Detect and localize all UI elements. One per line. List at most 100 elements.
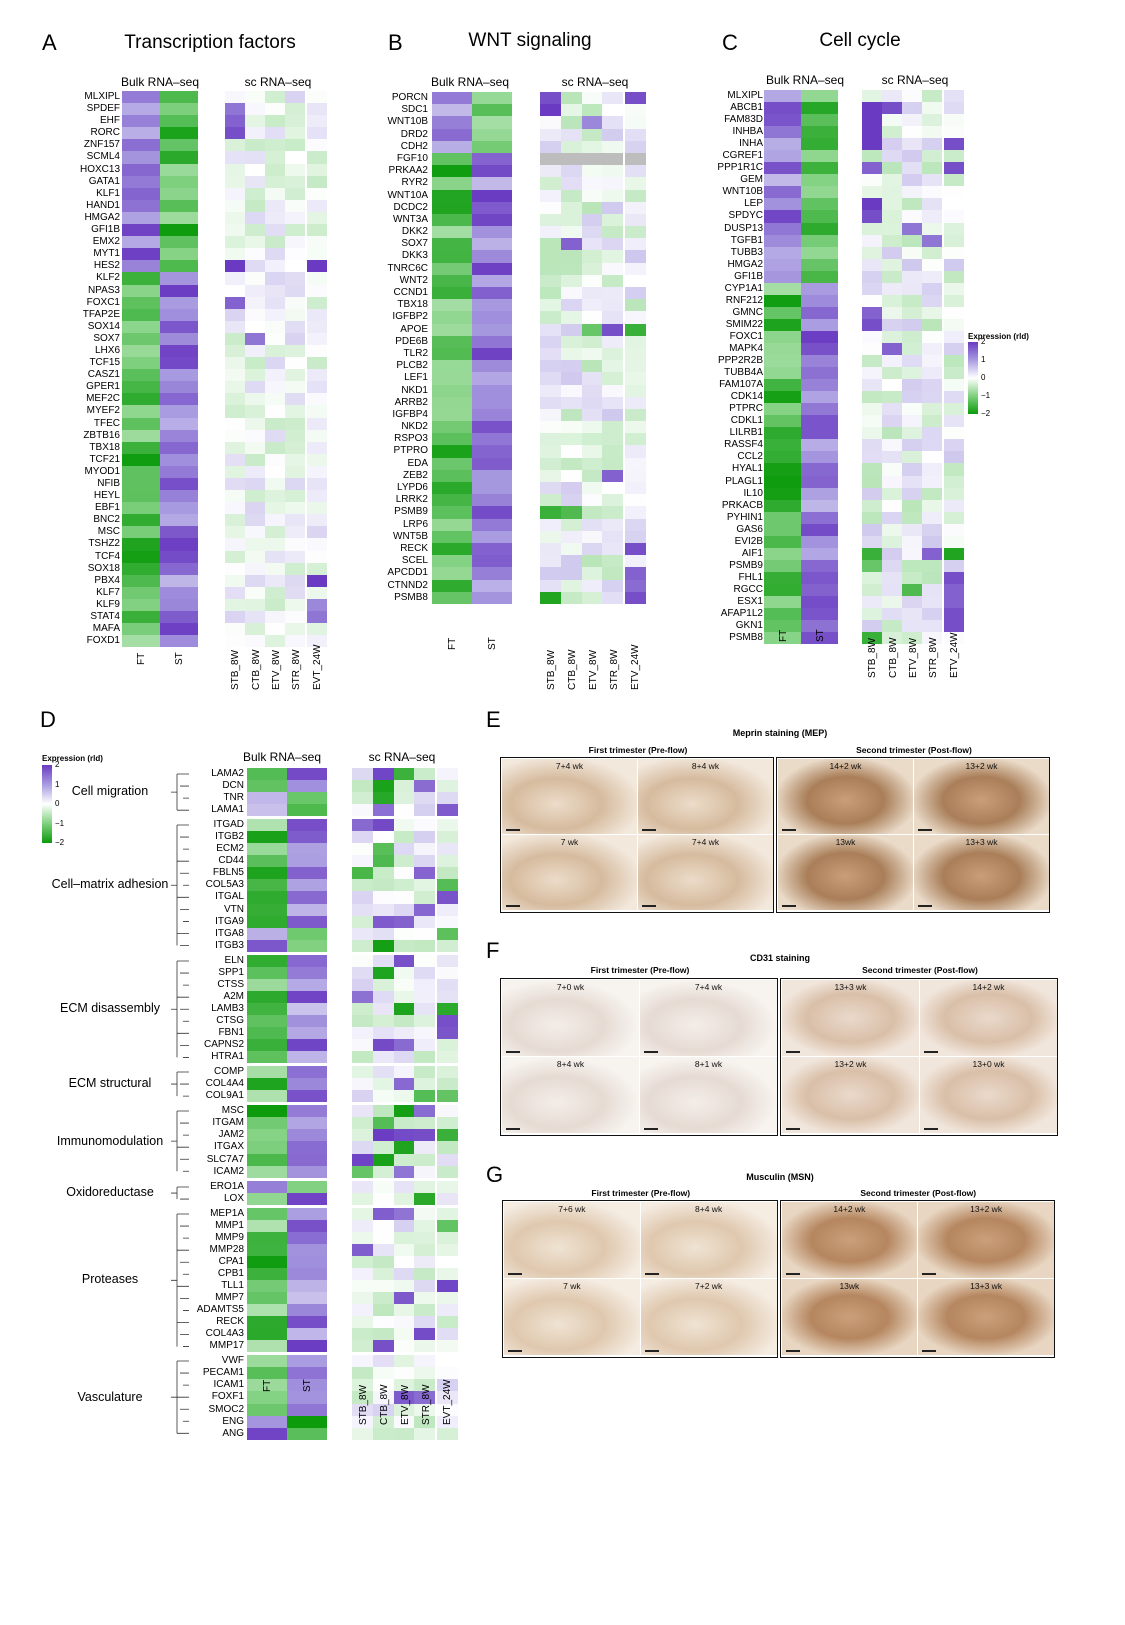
heatmap-row: [540, 347, 646, 361]
heatmap-cell: [882, 294, 902, 307]
heatmap-row: [862, 318, 964, 331]
heatmap-row: [352, 1180, 458, 1193]
heatmap-cell: [414, 939, 436, 952]
heatmap-cell: [560, 579, 582, 592]
heatmap-cell: [287, 1328, 327, 1341]
heatmap-cell: [922, 138, 942, 151]
heatmap-cell: [352, 1267, 373, 1281]
heatmap-cell: [305, 91, 327, 104]
gene-label: GKN1: [735, 620, 763, 632]
heatmap-cell: [801, 198, 838, 211]
heatmap-row: [247, 1207, 327, 1220]
micrograph-tile: 7+4 wk: [502, 759, 637, 834]
gene-label: GATA1: [88, 175, 120, 187]
heatmap-cell: [352, 1255, 373, 1268]
heatmap-row: [862, 511, 964, 524]
heatmap-cell: [540, 323, 561, 336]
heatmap-row: [764, 632, 838, 645]
heatmap-row: [764, 258, 838, 271]
heatmap-row: [540, 335, 646, 348]
heatmap-cell: [393, 1051, 415, 1064]
heatmap-row: [540, 116, 646, 129]
heatmap-cell: [435, 1304, 458, 1317]
heatmap-cell: [352, 1280, 373, 1293]
heatmap-row: [122, 236, 198, 249]
heatmap-cell: [435, 1355, 458, 1368]
heatmap-cell: [540, 116, 561, 129]
heatmap-row: [862, 222, 964, 235]
heatmap-cell: [882, 318, 902, 331]
gene-label: FOXC1: [86, 296, 120, 308]
heatmap-cell: [882, 246, 902, 259]
gene-label: TLL1: [221, 1280, 244, 1292]
gene-label: COMP: [214, 1066, 244, 1078]
heatmap-cell: [942, 523, 964, 536]
heatmap-cell: [265, 332, 285, 345]
heatmap-cell: [287, 1391, 327, 1404]
heatmap-cell: [352, 978, 373, 991]
heatmap-cell: [247, 1255, 287, 1268]
heatmap-cell: [122, 320, 160, 333]
heatmap-cell: [435, 1316, 458, 1329]
heatmap-row: [432, 591, 512, 604]
heatmap-cell: [922, 535, 942, 548]
heatmap-row: [862, 342, 964, 356]
heatmap-cell: [942, 463, 964, 476]
heatmap-cell: [287, 780, 327, 793]
heatmap-cell: [472, 457, 512, 470]
heatmap-cell: [122, 623, 160, 636]
sc-heatmap: [352, 819, 458, 952]
heatmap-cell: [922, 463, 942, 476]
heatmap-row: [122, 272, 198, 285]
heatmap-cell: [393, 1304, 415, 1317]
heatmap-row: [764, 330, 838, 343]
heatmap-row: [862, 258, 964, 271]
heatmap-cell: [245, 538, 265, 551]
heatmap-cell: [352, 954, 373, 967]
heatmap-cell: [414, 954, 436, 967]
heatmap-cell: [902, 162, 922, 175]
micrograph-tile: 13+3 wk: [918, 1279, 1054, 1355]
heatmap-row: [352, 1427, 458, 1440]
heatmap-cell: [435, 978, 458, 991]
second-trimester-header: Second trimester (Post-flow): [856, 745, 972, 755]
heatmap-row: [352, 1316, 458, 1329]
heatmap-row: [432, 482, 512, 495]
gene-label: MSC: [221, 1105, 244, 1117]
heatmap-cell: [247, 1231, 287, 1244]
heatmap-cell: [623, 323, 646, 336]
heatmap-cell: [882, 270, 902, 283]
heatmap-row: [352, 1280, 458, 1293]
heatmap-row: [225, 115, 327, 128]
heatmap-cell: [285, 526, 305, 539]
heatmap-cell: [265, 163, 285, 176]
heatmap-row: [432, 92, 512, 105]
heatmap-cell: [862, 403, 882, 416]
heatmap-row: [764, 403, 838, 416]
heatmap-cell: [247, 1207, 287, 1220]
gene-label: NKD1: [401, 384, 428, 396]
heatmap-row: [122, 465, 198, 478]
heatmap-cell: [122, 332, 160, 345]
heatmap-cell: [432, 274, 472, 287]
heatmap-row: [225, 598, 327, 612]
heatmap-cell: [435, 1328, 458, 1341]
heatmap-cell: [160, 224, 198, 237]
heatmap-row: [432, 347, 512, 361]
column-label: ETV_24W: [948, 632, 960, 678]
heatmap-cell: [305, 490, 327, 503]
heatmap-row: [122, 296, 198, 309]
micrograph-tile: 8+1 wk: [640, 1057, 777, 1133]
heatmap-cell: [287, 1367, 327, 1380]
heatmap-cell: [160, 453, 198, 466]
heatmap-cell: [285, 320, 305, 333]
heatmap-row: [862, 282, 964, 295]
heatmap-cell: [581, 323, 603, 336]
heatmap-cell: [581, 287, 603, 300]
gene-label: MYEF2: [86, 405, 120, 417]
heatmap-cell: [623, 238, 646, 251]
heatmap-cell: [247, 1415, 287, 1428]
heatmap-cell: [472, 469, 512, 482]
gene-label: FHL1: [738, 571, 763, 583]
heatmap-cell: [352, 903, 373, 916]
